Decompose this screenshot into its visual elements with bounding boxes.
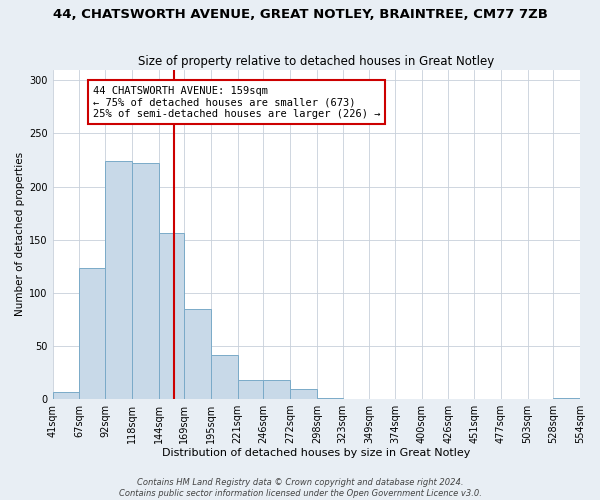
Text: 44 CHATSWORTH AVENUE: 159sqm
← 75% of detached houses are smaller (673)
25% of s: 44 CHATSWORTH AVENUE: 159sqm ← 75% of de…	[93, 86, 380, 119]
Text: Contains HM Land Registry data © Crown copyright and database right 2024.
Contai: Contains HM Land Registry data © Crown c…	[119, 478, 481, 498]
Y-axis label: Number of detached properties: Number of detached properties	[15, 152, 25, 316]
Bar	[79, 268, 105, 399]
Bar	[263, 380, 290, 399]
Bar	[105, 161, 132, 399]
Bar	[158, 234, 184, 399]
Bar	[132, 163, 158, 399]
Bar	[238, 380, 263, 399]
Bar	[553, 398, 580, 399]
X-axis label: Distribution of detached houses by size in Great Notley: Distribution of detached houses by size …	[162, 448, 470, 458]
Bar	[317, 398, 343, 399]
Bar	[53, 392, 79, 399]
Text: 44, CHATSWORTH AVENUE, GREAT NOTLEY, BRAINTREE, CM77 7ZB: 44, CHATSWORTH AVENUE, GREAT NOTLEY, BRA…	[53, 8, 547, 20]
Bar	[211, 356, 238, 399]
Bar	[290, 390, 317, 399]
Bar	[184, 308, 211, 399]
Title: Size of property relative to detached houses in Great Notley: Size of property relative to detached ho…	[138, 56, 494, 68]
